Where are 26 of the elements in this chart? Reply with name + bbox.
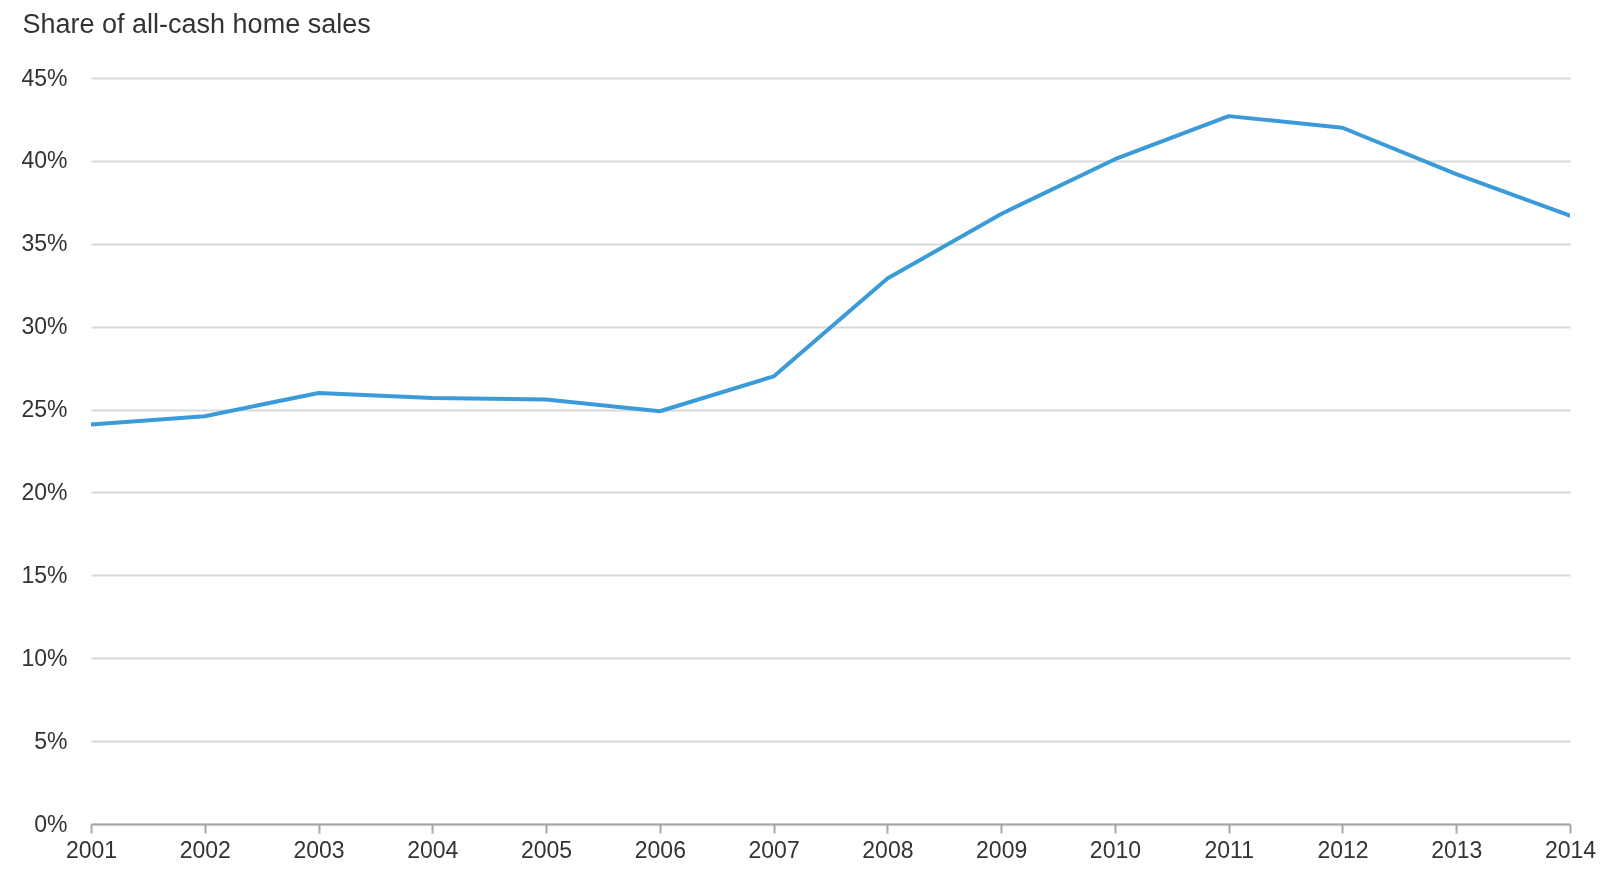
x-tick-label: 2008 [862, 836, 914, 863]
y-tick-label: 45% [21, 64, 68, 91]
y-tick-label: 40% [21, 147, 68, 174]
x-tick-label: 2007 [748, 836, 800, 863]
y-tick-label: 10% [21, 644, 68, 671]
line-series [91, 114, 1570, 427]
x-tick-label: 2006 [634, 836, 686, 863]
x-tick-label: 2004 [407, 836, 459, 863]
y-tick-label: 25% [21, 396, 68, 423]
y-tick-label: 0% [34, 810, 68, 837]
x-tick-label: 2005 [520, 836, 573, 863]
x-tick-label: 2002 [179, 836, 231, 863]
x-tick-label: 2009 [976, 836, 1028, 863]
x-tick-label: 2001 [65, 836, 118, 863]
x-tick-label: 2010 [1089, 836, 1142, 863]
y-tick-label: 5% [34, 727, 68, 754]
y-axis-title: Share of all-cash home sales [22, 8, 371, 39]
y-tick-label: 15% [21, 561, 68, 588]
x-tick-label: 2014 [1544, 836, 1597, 863]
x-tick-label: 2013 [1431, 836, 1483, 863]
x-tick-label: 2012 [1317, 836, 1369, 863]
y-tick-label: 20% [21, 478, 68, 505]
y-tick-label: 35% [21, 230, 68, 257]
x-tick-label: 2003 [293, 836, 345, 863]
x-tick-label: 2011 [1204, 836, 1254, 863]
y-tick-label: 30% [21, 313, 68, 340]
